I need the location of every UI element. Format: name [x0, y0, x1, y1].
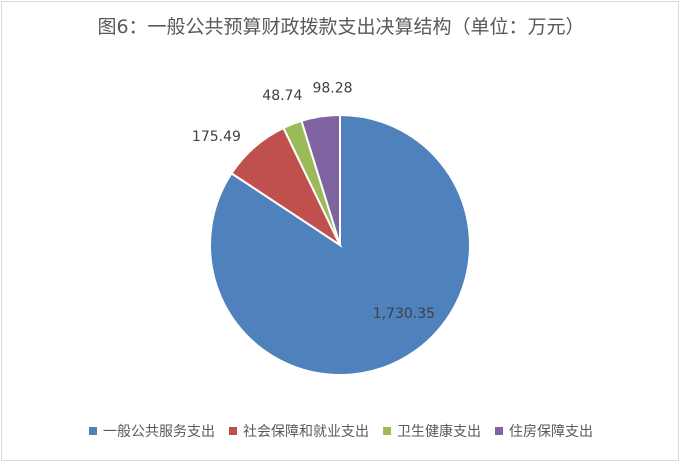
pie-slice-1	[209, 113, 471, 376]
legend-label: 卫生健康支出	[397, 424, 481, 440]
chart-legend: 一般公共服务支出 社会保障和就业支出 卫生健康支出 住房保障支出	[0, 421, 682, 441]
data-label-2: 175.49	[192, 129, 241, 145]
legend-label: 社会保障和就业支出	[243, 424, 369, 440]
data-label-1: 1,730.35	[373, 306, 435, 322]
legend-swatch	[383, 427, 391, 435]
legend-swatch	[89, 427, 97, 435]
legend-item-2: 社会保障和就业支出	[229, 421, 369, 441]
legend-label: 一般公共服务支出	[103, 424, 215, 440]
data-label-3: 48.74	[262, 88, 302, 104]
pie-slice-4	[300, 113, 341, 246]
legend-swatch	[495, 427, 503, 435]
legend-swatch	[229, 427, 237, 435]
legend-item-1: 一般公共服务支出	[89, 421, 215, 441]
data-label-4: 98.28	[312, 80, 352, 96]
legend-item-4: 住房保障支出	[495, 421, 593, 441]
legend-label: 住房保障支出	[509, 424, 593, 440]
legend-item-3: 卫生健康支出	[383, 421, 481, 441]
chart-title: 图6：一般公共预算财政拨款支出决算结构（单位：万元）	[97, 16, 585, 38]
